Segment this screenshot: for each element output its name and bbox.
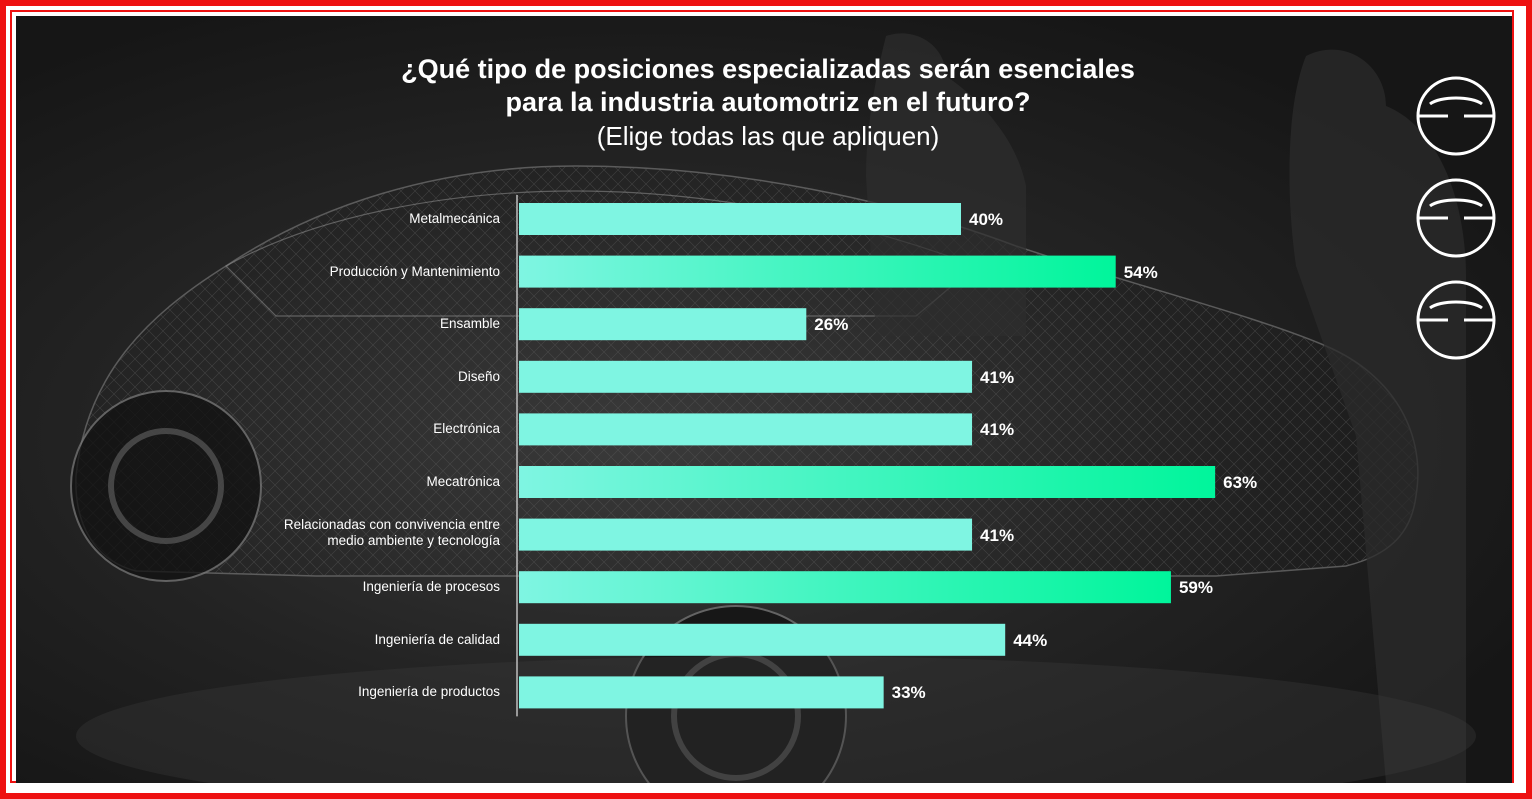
bar xyxy=(519,676,884,709)
category-label: Ensamble xyxy=(439,316,500,332)
category-label: Electrónica xyxy=(433,421,500,437)
bar-value-label: 59% xyxy=(1178,578,1213,598)
bar-value-label: 41% xyxy=(980,525,1015,545)
bar xyxy=(519,571,1171,604)
category-label: Mecatrónica xyxy=(426,474,500,489)
category-label: Diseño xyxy=(457,368,500,384)
bar-value-label: 41% xyxy=(980,420,1015,440)
bar-value-label: 44% xyxy=(1013,630,1048,650)
bar xyxy=(519,518,973,551)
category-label: Ingeniería de procesos xyxy=(362,579,500,595)
category-label: Metalmecánica xyxy=(409,211,500,226)
bar-value-label: 41% xyxy=(980,367,1015,387)
category-label: Ingeniería de productos xyxy=(358,684,500,700)
bar xyxy=(519,255,1116,288)
bar-value-label: 54% xyxy=(1123,262,1158,282)
bar xyxy=(519,623,1006,656)
category-label: Ingeniería de calidad xyxy=(374,631,500,647)
bar-value-label: 40% xyxy=(969,210,1004,229)
bar xyxy=(519,203,961,235)
bar-value-label: 33% xyxy=(891,683,926,703)
bar xyxy=(519,466,1216,498)
category-label: Relacionadas con convivencia entre medio… xyxy=(283,516,500,548)
bar xyxy=(519,360,973,393)
bar xyxy=(519,308,807,341)
category-label: Producción y Mantenimiento xyxy=(329,263,500,279)
chart-title-line-2: para la industria automotriz en el futur… xyxy=(505,87,1031,117)
bar xyxy=(519,413,973,446)
bar-value-label: 63% xyxy=(1223,473,1258,492)
bar-value-label: 26% xyxy=(814,315,849,335)
chart-subtitle: (Elige todas las que apliquen) xyxy=(596,121,940,151)
chart-title-line-1: ¿Qué tipo de posiciones especializadas s… xyxy=(401,54,1135,84)
stacked-ring-logo-icon xyxy=(1416,76,1496,360)
